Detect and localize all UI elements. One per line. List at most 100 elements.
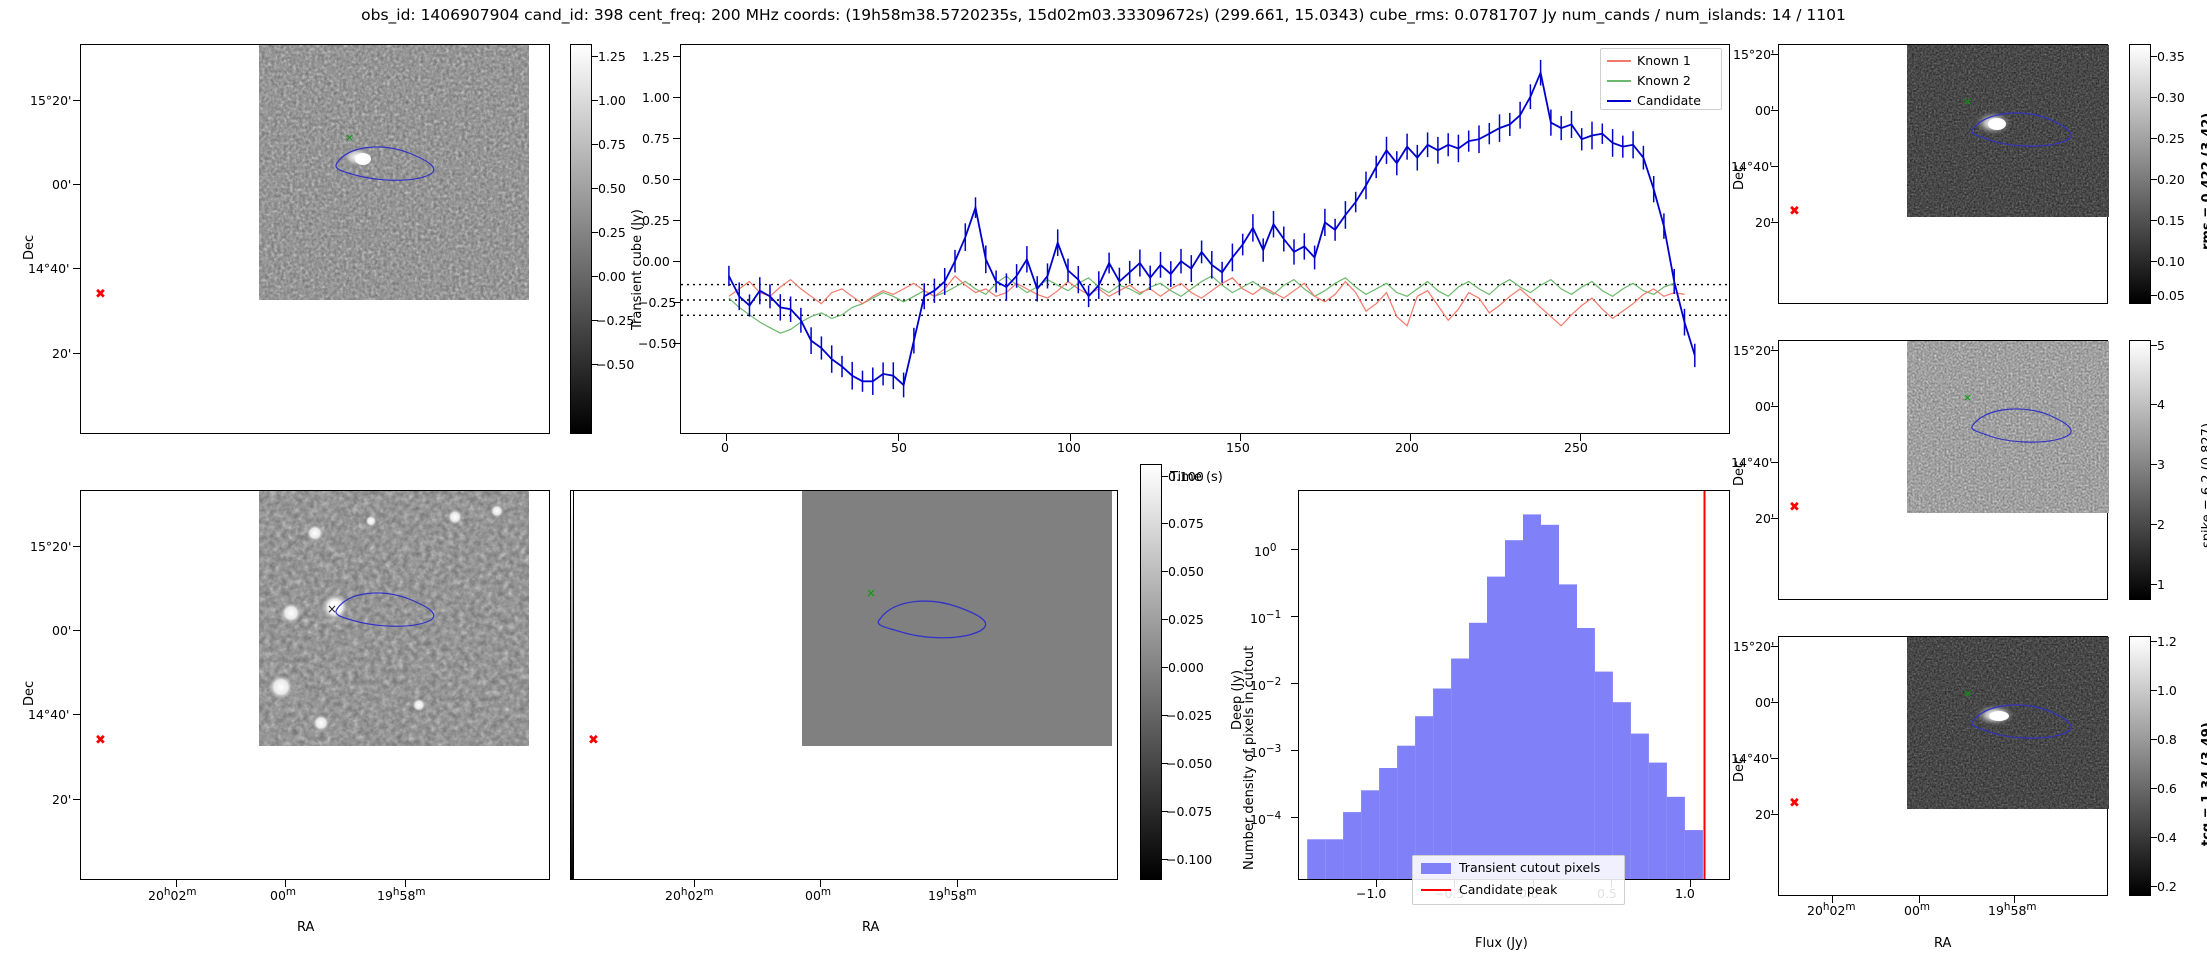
panel7-ytick-3: 20' [1755, 511, 1775, 526]
lc-ytick-0.00: 0.00 [642, 254, 670, 269]
cb4-tick-5: −0.025 [1166, 708, 1213, 723]
panel8-ytick-2: 14°40' [1731, 751, 1773, 766]
legend-label-known1: Known 1 [1637, 53, 1691, 68]
svg-text:×: × [327, 602, 337, 616]
legend-label-candidate-peak: Candidate peak [1459, 882, 1558, 897]
legend-swatch-known2 [1607, 80, 1631, 82]
hist-ytick-1e-4: 10−4 [1250, 810, 1282, 828]
cb4-tick-6: −0.050 [1166, 756, 1213, 771]
figure-title: obs_id: 1406907904 cand_id: 398 cent_fre… [361, 6, 1846, 24]
sky-image-transient-cube: × [259, 45, 529, 300]
colorbar-tcg-label: tcg = 1.34 (3.49) [2200, 722, 2207, 846]
colorbar-deep-mid [1140, 464, 1162, 880]
legend-label-cutout-pixels: Transient cutout pixels [1459, 860, 1601, 875]
svg-text:×: × [1963, 391, 1972, 404]
sky-image-rms: × [1907, 45, 2109, 217]
cb6-tick-3: 0.20 [2157, 172, 2185, 187]
panel-wide-field-transient-cube: × ✖ [80, 44, 550, 434]
panel8-ytick-1: 00' [1755, 695, 1775, 710]
panel8-ytick-0: 15°20' [1733, 639, 1775, 654]
hist-xtick-1.0: 1.0 [1675, 886, 1695, 901]
panel4-xtick-2: 19h58m [928, 886, 977, 904]
panel3-ylabel: Dec [22, 680, 37, 706]
panel1-ytick-1: 00' [52, 177, 72, 192]
svg-text:×: × [1963, 687, 1972, 700]
panel3-ytick-1: 00' [52, 623, 72, 638]
cb6-tick-2: 0.25 [2157, 131, 2185, 146]
cb7-tick-4: 1 [2157, 577, 2165, 592]
cb6-tick-1: 0.30 [2157, 90, 2185, 105]
red-x-marker-panel6: ✖ [1789, 204, 1800, 219]
cb8-tick-2: 0.8 [2157, 732, 2177, 747]
cb4-tick-1: 0.075 [1168, 516, 1204, 531]
cb7-tick-1: 4 [2157, 397, 2165, 412]
lc-ytick--0.25: −0.25 [638, 295, 677, 310]
cb4-tick-4: 0.000 [1168, 660, 1204, 675]
sky-image-spike: × [1907, 341, 2109, 513]
panel4-xlabel: RA [862, 920, 880, 935]
panel-cutout-rms: × ✖ [1778, 44, 2109, 304]
cb4-tick-8: −0.100 [1166, 852, 1213, 867]
colorbar-transient-cube [570, 44, 592, 434]
panel-cutout-spike: × ✖ [1778, 340, 2109, 600]
colorbar-spike [2129, 340, 2151, 600]
cb7-tick-3: 2 [2157, 517, 2165, 532]
lc-xtick-150: 150 [1226, 440, 1250, 455]
cb7-tick-2: 3 [2157, 457, 2165, 472]
red-x-marker-panel4: ✖ [588, 733, 599, 748]
cb4-tick-3: 0.025 [1168, 612, 1204, 627]
panel-transient-lightcurve [680, 44, 1730, 434]
panel8-xtick-2: 19h58m [1988, 901, 2037, 919]
panel-cutout-tcg: × ✖ [1778, 636, 2109, 896]
lightcurve-xlabel: Time (s) [1170, 470, 1223, 485]
panel3-ytick-2: 14°40' [28, 707, 70, 722]
lc-xtick-250: 250 [1564, 440, 1588, 455]
panel1-ytick-2: 14°40' [28, 261, 70, 276]
panel3-xtick-1: 00m [270, 886, 297, 904]
panel8-xtick-0: 20h02m [1807, 901, 1856, 919]
red-x-marker-panel7: ✖ [1789, 500, 1800, 515]
panel6-ytick-3: 20' [1755, 215, 1775, 230]
panel7-ytick-0: 15°20' [1733, 343, 1775, 358]
svg-text:×: × [345, 131, 354, 144]
cb4-tick-7: −0.075 [1166, 804, 1213, 819]
histogram-xlabel: Flux (Jy) [1475, 936, 1528, 951]
colorbar-tcg [2129, 636, 2151, 896]
lc-ytick-0.75: 0.75 [642, 131, 670, 146]
cb1-tick-6: −0.25 [596, 313, 635, 328]
sky-image-tcg: × [1907, 637, 2109, 809]
panel6-ytick-2: 14°40' [1731, 159, 1773, 174]
cb4-tick-0: 0.100 [1168, 469, 1204, 484]
cb8-tick-3: 0.6 [2157, 781, 2177, 796]
panel3-xlabel: RA [297, 920, 315, 935]
colorbar-rms [2129, 44, 2151, 304]
hist-xtick--1.0: −1.0 [1356, 886, 1387, 901]
panel-wide-field-mask: × ✖ [573, 490, 1118, 880]
panel4-xtick-0: 20h02m [665, 886, 714, 904]
lc-ytick-1.00: 1.00 [642, 90, 670, 105]
hist-ytick-1e-1: 10−1 [1250, 609, 1282, 627]
sky-image-deep: × [259, 491, 529, 746]
cb6-tick-0: 0.35 [2157, 49, 2185, 64]
lc-xtick-100: 100 [1057, 440, 1081, 455]
hist-ytick-1e0: 100 [1254, 542, 1277, 560]
cb8-tick-4: 0.4 [2157, 830, 2177, 845]
panel8-xlabel: RA [1934, 936, 1952, 951]
lc-xtick-0: 0 [721, 440, 729, 455]
cb1-tick-5: 0.00 [598, 269, 626, 284]
cb1-tick-2: 0.75 [598, 137, 626, 152]
lc-ytick-0.25: 0.25 [642, 213, 670, 228]
panel3-ytick-3: 20' [52, 792, 72, 807]
colorbar-spike-label: spike = 6.2 (0.827) [2200, 422, 2207, 548]
svg-text:×: × [866, 586, 876, 600]
cb8-tick-0: 1.2 [2157, 634, 2177, 649]
hist-ytick-1e-2: 10−2 [1250, 676, 1282, 694]
panel7-ytick-2: 14°40' [1731, 455, 1773, 470]
panel4-xtick-1: 00m [805, 886, 832, 904]
colorbar-rms-label: rms = 0.422 (3.42) [2200, 112, 2207, 250]
panel1-ytick-3: 20' [52, 346, 72, 361]
cb7-tick-0: 5 [2157, 338, 2165, 353]
panel1-ytick-0: 15°20' [30, 93, 72, 108]
red-x-marker-panel1: ✖ [95, 287, 106, 302]
